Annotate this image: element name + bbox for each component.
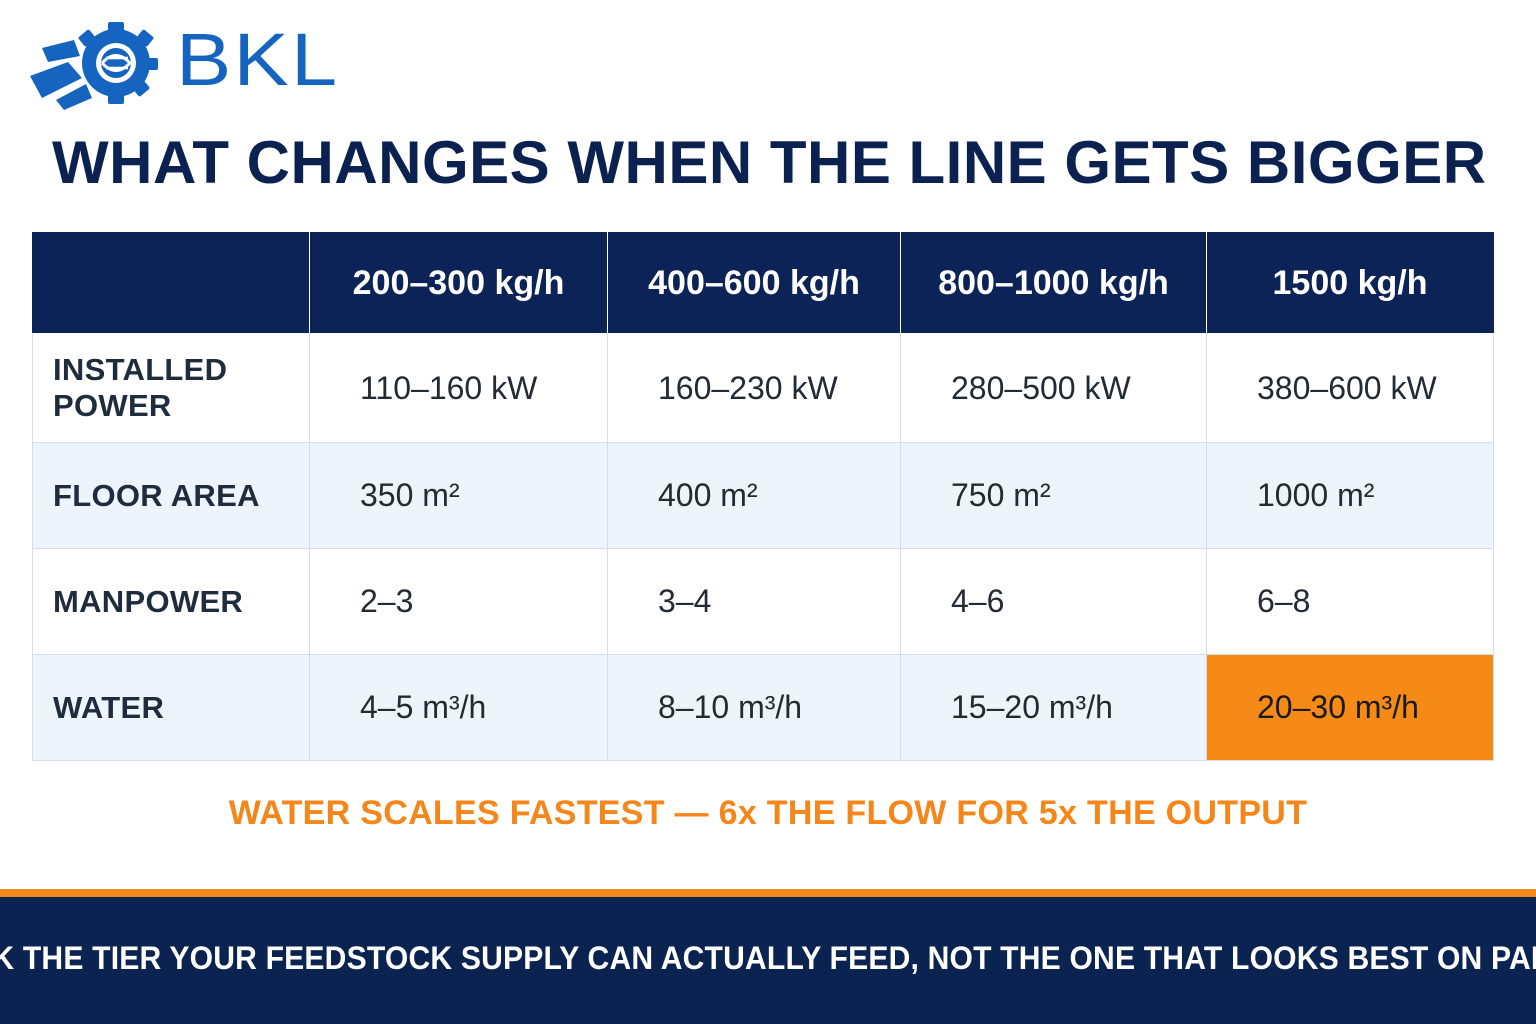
table-row: WATER 4–5 m³/h 8–10 m³/h 15–20 m³/h 20–3… [32, 654, 1494, 761]
table-row: MANPOWER 2–3 3–4 4–6 6–8 [32, 548, 1494, 655]
header-corner [32, 232, 310, 334]
brand-logo: BKL [28, 18, 337, 113]
footer-accent-bar [0, 889, 1536, 897]
header-tier-1: 200–300 kg/h [309, 232, 608, 334]
row-label: INSTALLED POWER [32, 333, 310, 443]
table-cell: 750 m² [900, 442, 1207, 549]
header-tier-2: 400–600 kg/h [607, 232, 901, 334]
table-cell: 15–20 m³/h [900, 654, 1207, 761]
table-cell: 1000 m² [1206, 442, 1494, 549]
footer-text: PICK THE TIER YOUR FEEDSTOCK SUPPLY CAN … [0, 940, 1536, 976]
header-row: 200–300 kg/h 400–600 kg/h 800–1000 kg/h … [32, 232, 1494, 334]
table-cell: 4–5 m³/h [309, 654, 608, 761]
table-cell: 350 m² [309, 442, 608, 549]
table-row: INSTALLED POWER 110–160 kW 160–230 kW 28… [32, 333, 1494, 443]
table-cell: 2–3 [309, 548, 608, 655]
table-cell: 3–4 [607, 548, 901, 655]
table-cell: 400 m² [607, 442, 901, 549]
table-cell: 8–10 m³/h [607, 654, 901, 761]
row-label: WATER [32, 654, 310, 761]
table-cell: 160–230 kW [607, 333, 901, 443]
header-tier-3: 800–1000 kg/h [900, 232, 1207, 334]
comparison-table: 200–300 kg/h 400–600 kg/h 800–1000 kg/h … [32, 232, 1494, 761]
brand-name: BKL [176, 17, 340, 101]
row-label: MANPOWER [32, 548, 310, 655]
highlighted-cell: 20–30 m³/h [1206, 654, 1494, 761]
table-row: FLOOR AREA 350 m² 400 m² 750 m² 1000 m² [32, 442, 1494, 549]
row-label: FLOOR AREA [32, 442, 310, 549]
table-cell: 6–8 [1206, 548, 1494, 655]
gear-globe-icon [30, 22, 158, 110]
page-title: WHAT CHANGES WHEN THE LINE GETS BIGGER [52, 129, 1487, 196]
table-cell: 280–500 kW [900, 333, 1207, 443]
footer-banner: PICK THE TIER YOUR FEEDSTOCK SUPPLY CAN … [0, 897, 1536, 1024]
table-cell: 4–6 [900, 548, 1207, 655]
table-cell: 110–160 kW [309, 333, 608, 443]
table-cell: 380–600 kW [1206, 333, 1494, 443]
callout-note: WATER SCALES FASTEST — 6x THE FLOW FOR 5… [228, 794, 1308, 832]
header-tier-4: 1500 kg/h [1206, 232, 1494, 334]
